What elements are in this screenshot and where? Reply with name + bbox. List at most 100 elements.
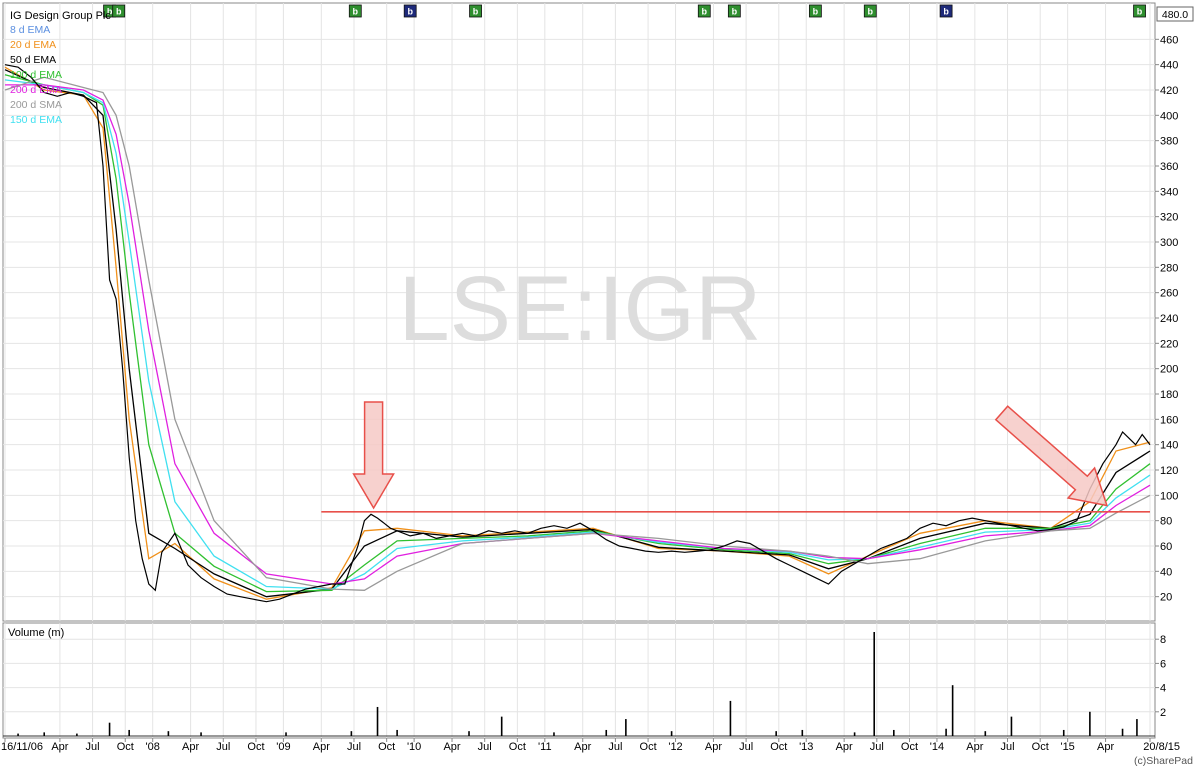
signal-marker xyxy=(403,4,417,18)
signal-marker-label: b xyxy=(702,7,708,17)
x-tick-label: Apr xyxy=(1097,741,1114,753)
price-y-tick-label: 440 xyxy=(1160,60,1178,72)
annotation-arrow-1 xyxy=(352,401,395,510)
x-tick-label: Jul xyxy=(216,741,230,753)
signal-marker xyxy=(348,4,362,18)
signal-marker xyxy=(939,4,953,18)
price-y-tick-label: 160 xyxy=(1160,414,1178,426)
volume-layer xyxy=(3,631,1155,737)
x-tick-label: Oct xyxy=(770,741,787,753)
x-tick-label: '10 xyxy=(407,741,421,753)
x-tick-label: Apr xyxy=(443,741,460,753)
price-y-tick-label: 360 xyxy=(1160,161,1178,173)
signal-marker xyxy=(469,4,482,18)
signal-marker-label: b xyxy=(1137,7,1143,17)
price-y-tick-label: 300 xyxy=(1160,237,1178,249)
legend-200d-ema: 200 d EMA xyxy=(10,84,62,96)
price-y-tick-label: 260 xyxy=(1160,288,1178,300)
price-y-tick-label: 140 xyxy=(1160,440,1178,452)
x-tick-label: Apr xyxy=(51,741,68,753)
price-y-axis: 20 40 60 80 100 120 140 160 180 200 220 240 260 280 30… xyxy=(1155,34,1178,719)
chart-title: IG Design Group Plc xyxy=(10,10,111,22)
x-tick-label: '13 xyxy=(799,741,813,753)
x-tick-label: '14 xyxy=(930,741,944,753)
x-tick-label: Jul xyxy=(478,741,492,753)
series-200-d-sma xyxy=(4,76,1151,591)
series-150-d-ema xyxy=(4,79,1151,590)
signal-marker-label: b xyxy=(943,7,949,17)
x-tick-label: '08 xyxy=(146,741,160,753)
signal-marker xyxy=(1133,4,1146,18)
volume-y-tick-label: 6 xyxy=(1160,658,1166,670)
signal-marker-label: b xyxy=(732,7,738,17)
last-price-label: 480.0 xyxy=(1162,9,1188,21)
volume-panel-frame xyxy=(2,622,1156,739)
x-tick-label: '09 xyxy=(276,741,290,753)
price-y-tick-label: 200 xyxy=(1160,364,1178,376)
legend-8d-ema: 8 d EMA xyxy=(10,24,50,36)
price-y-tick-label: 120 xyxy=(1160,465,1178,477)
price-y-tick-label: 240 xyxy=(1160,313,1178,325)
sharepad-credit: (c)SharePad xyxy=(1134,755,1193,767)
price-y-tick-label: 460 xyxy=(1160,34,1178,46)
signal-marker-label: b xyxy=(473,7,479,17)
price-y-tick-label: 280 xyxy=(1160,262,1178,274)
x-tick-label: Apr xyxy=(313,741,330,753)
moving-average-layer xyxy=(4,66,1151,600)
x-tick-label: Jul xyxy=(739,741,753,753)
x-tick-label: Apr xyxy=(705,741,722,753)
signal-marker-label: b xyxy=(407,7,413,17)
x-tick-label: 16/11/06 xyxy=(1,741,43,753)
legend-100d-ema: 100 d EMA xyxy=(10,69,62,81)
price-y-tick-label: 60 xyxy=(1160,541,1172,553)
legend-20d-ema: 20 d EMA xyxy=(10,39,56,51)
price-y-tick-label: 220 xyxy=(1160,338,1178,350)
price-y-tick-label: 420 xyxy=(1160,85,1178,97)
signal-marker xyxy=(727,4,741,18)
annotation-layer xyxy=(321,401,1150,513)
price-y-tick-label: 80 xyxy=(1160,516,1172,528)
x-tick-label: Oct xyxy=(378,741,395,753)
legend-200d-sma: 200 d SMA xyxy=(10,99,62,111)
price-y-tick-label: 100 xyxy=(1160,490,1178,502)
price-layer xyxy=(4,64,1151,603)
series-100-d-ema xyxy=(4,74,1151,593)
price-panel-frame xyxy=(2,2,1156,622)
annotation-arrow-2 xyxy=(994,405,1109,507)
x-tick-label: '12 xyxy=(668,741,682,753)
series-20-d-ema xyxy=(4,66,1151,600)
signal-marker-label: b xyxy=(353,7,359,17)
series-price xyxy=(4,64,1151,603)
signal-marker-label: b xyxy=(813,7,819,17)
volume-title: Volume (m) xyxy=(8,627,64,639)
legend-150d-ema: 150 d EMA xyxy=(10,114,62,126)
legend-50d-ema: 50 d EMA xyxy=(10,54,56,66)
x-tick-label: Jul xyxy=(608,741,622,753)
x-axis: 16/11/06 Apr Jul Oct '08 Apr Jul Oct '09 Apr Jul Oc… xyxy=(1,738,1180,753)
price-y-tick-label: 180 xyxy=(1160,389,1178,401)
x-tick-label: Oct xyxy=(509,741,526,753)
price-y-tick-label: 40 xyxy=(1160,566,1172,578)
x-tick-label: Jul xyxy=(870,741,884,753)
volume-y-tick-label: 2 xyxy=(1160,707,1166,719)
x-tick-label: Oct xyxy=(247,741,264,753)
price-y-tick-label: 380 xyxy=(1160,136,1178,148)
signal-marker-label: b xyxy=(868,7,874,17)
signal-marker xyxy=(808,4,822,18)
price-y-tick-label: 320 xyxy=(1160,212,1178,224)
signal-marker-label: b xyxy=(116,7,122,17)
signal-marker xyxy=(697,4,711,18)
price-y-tick-label: 400 xyxy=(1160,110,1178,122)
x-tick-label: Oct xyxy=(117,741,134,753)
x-tick-label: Apr xyxy=(836,741,853,753)
x-tick-label: Apr xyxy=(574,741,591,753)
price-y-tick-label: 340 xyxy=(1160,186,1178,198)
x-tick-label: Apr xyxy=(966,741,983,753)
x-tick-label: Jul xyxy=(347,741,361,753)
x-tick-label: 20/8/15 xyxy=(1143,741,1180,753)
signal-marker xyxy=(863,4,877,18)
x-tick-label: Apr xyxy=(182,741,199,753)
